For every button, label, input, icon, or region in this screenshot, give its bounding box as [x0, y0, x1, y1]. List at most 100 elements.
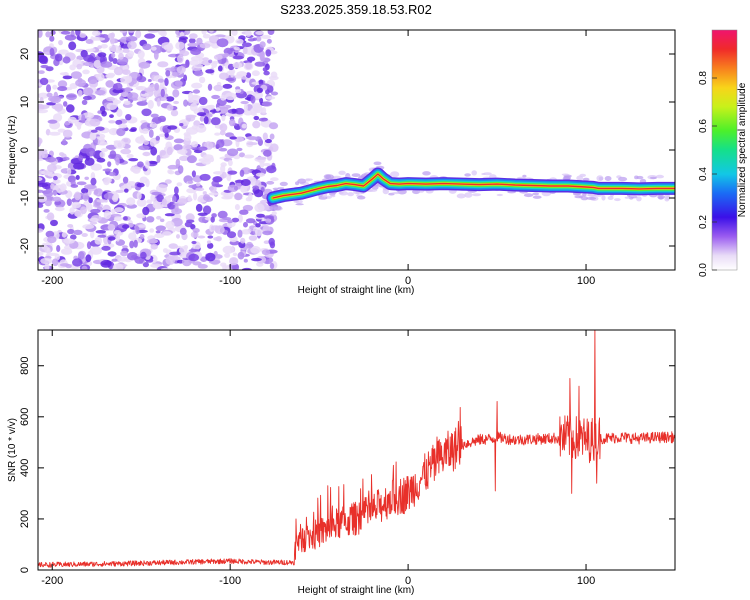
track-halo-speckle	[574, 195, 584, 199]
noise-speckle	[61, 232, 67, 238]
noise-speckle	[191, 170, 196, 178]
noise-speckle	[73, 229, 83, 235]
noise-speckle	[253, 115, 260, 121]
spectrogram-signal-track	[266, 161, 675, 211]
noise-speckle	[112, 263, 124, 270]
snr-y-tick-label: 400	[19, 459, 31, 477]
noise-speckle	[184, 221, 193, 228]
noise-speckle	[148, 129, 154, 138]
noise-speckle	[172, 89, 180, 98]
noise-speckle	[74, 191, 81, 201]
noise-speckle	[107, 161, 112, 168]
noise-speckle	[192, 94, 199, 99]
noise-speckle	[252, 37, 257, 41]
noise-speckle	[143, 140, 150, 146]
noise-speckle	[261, 249, 271, 256]
noise-speckle	[208, 104, 215, 109]
noise-speckle	[175, 158, 181, 168]
noise-speckle	[38, 92, 49, 99]
noise-speckle	[58, 40, 63, 46]
noise-speckle	[266, 38, 272, 44]
noise-speckle	[146, 199, 153, 204]
spectrogram-y-tick-label: -20	[19, 238, 31, 254]
track-halo-speckle	[338, 191, 344, 195]
noise-speckle	[106, 102, 118, 111]
track-halo-speckle	[471, 170, 478, 176]
noise-speckle	[81, 265, 88, 270]
noise-speckle	[177, 149, 188, 155]
noise-speckle	[157, 115, 166, 123]
noise-speckle	[91, 30, 101, 36]
noise-speckle	[165, 96, 175, 102]
noise-speckle	[179, 246, 188, 256]
noise-speckle	[174, 214, 181, 219]
noise-speckle	[122, 224, 130, 229]
noise-speckle	[40, 257, 53, 265]
colorbar-tick-label: 0.2	[698, 215, 709, 229]
noise-speckle	[133, 239, 138, 248]
noise-speckle	[137, 161, 144, 168]
colorbar-frame	[711, 29, 738, 271]
noise-speckle	[178, 155, 190, 161]
noise-speckle	[212, 176, 223, 183]
noise-speckle	[260, 35, 272, 39]
noise-speckle	[237, 214, 243, 223]
noise-speckle	[156, 215, 162, 220]
noise-speckle	[239, 209, 249, 215]
noise-speckle	[72, 258, 83, 267]
noise-speckle	[191, 240, 197, 245]
track-halo-speckle	[614, 198, 621, 202]
noise-speckle	[60, 248, 73, 255]
noise-speckle	[159, 184, 168, 188]
noise-speckle	[270, 71, 278, 79]
noise-speckle	[159, 149, 166, 156]
noise-speckle	[197, 146, 208, 151]
noise-speckle	[82, 87, 94, 96]
track-halo-speckle	[272, 205, 282, 211]
noise-speckle	[247, 56, 256, 62]
noise-speckle	[262, 67, 268, 72]
noise-speckle	[206, 240, 212, 244]
snr-y-ticks: 0 200 400 600 800	[19, 357, 675, 573]
noise-speckle	[100, 260, 112, 268]
noise-speckle	[45, 156, 57, 163]
noise-speckle	[221, 171, 227, 179]
noise-speckle	[119, 95, 124, 101]
noise-speckle	[252, 185, 259, 190]
noise-speckle	[107, 251, 117, 257]
noise-speckle	[171, 195, 177, 203]
noise-speckle	[149, 123, 158, 129]
noise-speckle	[50, 219, 58, 227]
noise-speckle	[251, 70, 260, 77]
track-halo-speckle	[523, 193, 534, 198]
snr-y-tick-label: 800	[19, 357, 31, 375]
noise-speckle	[208, 30, 214, 33]
noise-speckle	[179, 227, 187, 235]
noise-speckle	[53, 113, 63, 122]
noise-speckle	[141, 108, 152, 117]
noise-speckle	[85, 39, 94, 44]
noise-speckle	[144, 160, 150, 169]
noise-speckle	[63, 238, 75, 244]
noise-speckle	[255, 156, 267, 160]
noise-speckle	[229, 257, 239, 266]
noise-speckle	[250, 95, 256, 104]
noise-speckle	[54, 200, 62, 206]
noise-speckle	[54, 53, 63, 62]
snr-x-ticks: -200 -100 0 100	[41, 330, 595, 587]
noise-speckle	[137, 50, 145, 59]
noise-speckle	[49, 48, 55, 57]
snr-frame	[37, 329, 676, 571]
noise-speckle	[173, 138, 184, 144]
track-halo-speckle	[357, 195, 366, 200]
noise-speckle	[116, 108, 123, 117]
noise-speckle	[202, 33, 211, 39]
noise-speckle	[118, 124, 128, 129]
noise-speckle	[122, 48, 130, 53]
noise-speckle	[109, 37, 115, 45]
noise-speckle	[176, 182, 183, 187]
track-halo-speckle	[481, 173, 486, 175]
noise-speckle	[125, 75, 133, 84]
noise-speckle	[195, 182, 201, 187]
colorbar-gradient	[712, 30, 737, 270]
